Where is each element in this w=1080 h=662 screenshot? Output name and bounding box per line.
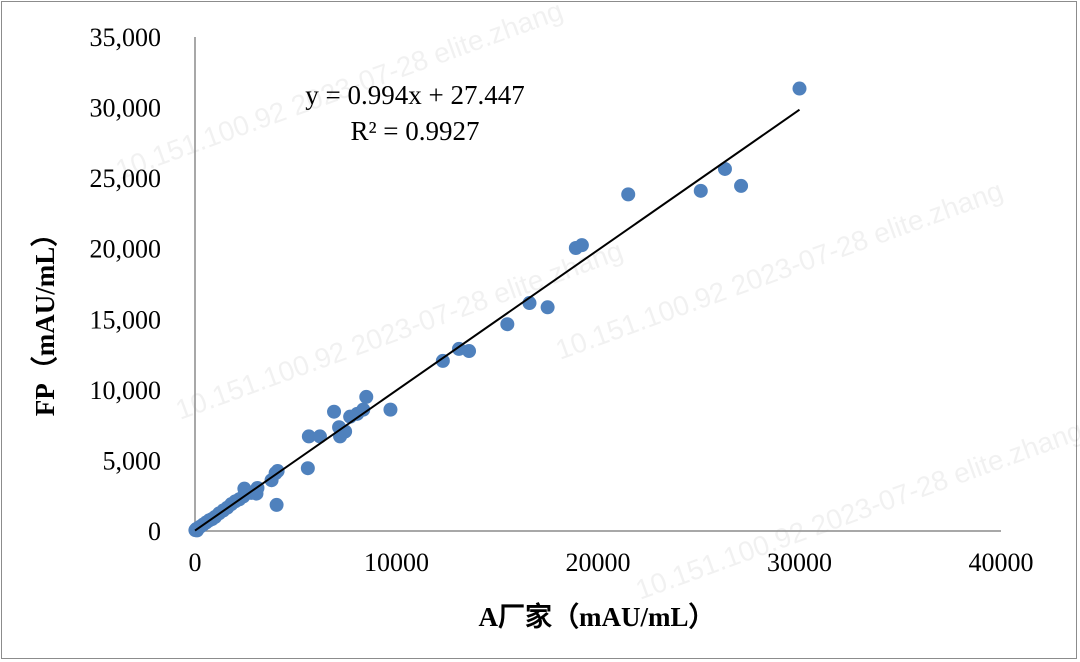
y-tick-label: 35,000: [90, 23, 162, 52]
data-point: [792, 81, 807, 96]
trendline: [194, 108, 801, 532]
x-axis-title: A厂家（mAU/mL）: [479, 601, 716, 632]
x-tick-label: 20000: [566, 548, 631, 577]
data-point: [462, 344, 477, 359]
y-tick-label: 25,000: [90, 164, 162, 193]
trendline-equation: y = 0.994x + 27.447: [305, 80, 524, 110]
x-tick-label: 30000: [767, 548, 832, 577]
y-tick-label: 20,000: [90, 235, 162, 264]
y-tick-label: 30,000: [90, 94, 162, 123]
y-tick-label: 15,000: [90, 305, 162, 334]
svg-text:10.151.100.92 2023-07-28 eli: 10.151.100.92 2023-07-28 elite.zhang: [551, 175, 1006, 366]
data-point: [301, 429, 316, 444]
data-point: [359, 389, 374, 404]
y-tick-label: 10,000: [90, 376, 162, 405]
data-point: [356, 402, 371, 417]
x-tick-label: 10000: [364, 548, 429, 577]
axes: [194, 37, 1001, 532]
x-tick-labels: 0 10000 20000 30000 40000: [189, 548, 1034, 577]
x-tick-label: 40000: [969, 548, 1034, 577]
data-point: [300, 461, 315, 476]
data-point: [540, 300, 555, 315]
data-point: [435, 353, 450, 368]
y-tick-labels: 0 5,000 10,000 15,000 20,000 25,000 30,000 35,0…: [90, 23, 162, 546]
data-point: [500, 317, 515, 332]
data-point: [327, 404, 342, 419]
data-point: [269, 497, 284, 512]
svg-text:10.151.100.92 2023-07-28 eli: 10.151.100.92 2023-07-28 elite.zhang: [171, 235, 626, 426]
data-point: [383, 402, 398, 417]
watermark: 10.151.100.92 2023-07-28 elite.zhang 10.…: [111, 0, 1080, 606]
data-point: [574, 238, 589, 253]
y-tick-label: 5,000: [103, 446, 162, 475]
x-tick-label: 0: [189, 548, 202, 577]
trendline-r-squared: R² = 0.9927: [350, 116, 479, 146]
data-point: [717, 161, 732, 176]
y-tick-label: 0: [148, 517, 161, 546]
data-point: [693, 183, 708, 198]
data-point: [312, 429, 327, 444]
data-point: [621, 187, 636, 202]
y-axis-title: FP（mAU/mL）: [30, 220, 60, 416]
data-point: [734, 178, 749, 193]
